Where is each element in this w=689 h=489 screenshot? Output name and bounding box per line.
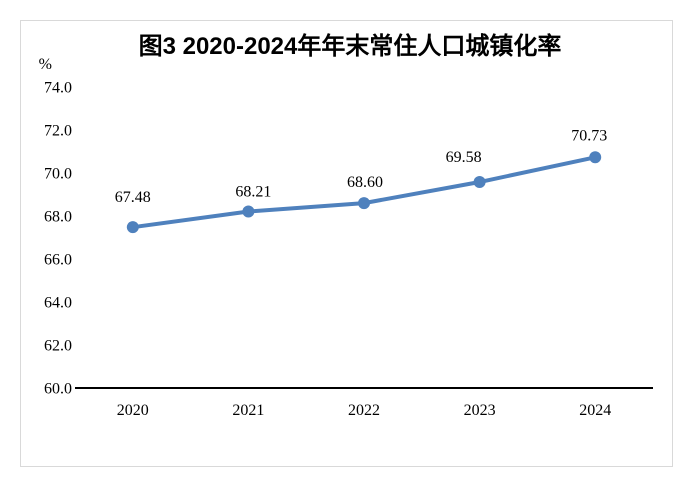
data-point-marker [126,221,139,234]
x-axis-tick-label: 2021 [232,402,264,419]
data-point-labels: 67.48 68.21 68.60 69.58 70.73 [115,127,607,206]
data-point-markers [126,151,602,234]
chart-frame-border [20,20,673,467]
y-axis-tick-label: 70.0 [44,166,72,183]
data-point-label: 67.48 [115,189,151,206]
data-series-line [130,155,598,230]
y-axis-tick-label: 60.0 [44,381,72,398]
x-axis-tick-label: 2023 [464,402,496,419]
y-axis-unit-label: % [39,56,52,73]
y-axis-tick-label: 62.0 [44,338,72,355]
y-axis-tick-label: 68.0 [44,209,72,226]
y-axis-tick-label: 72.0 [44,123,72,140]
data-point-marker [242,205,255,218]
data-point-label: 69.58 [446,149,482,166]
x-axis-tick-labels: 2020 2021 2022 2023 2024 [117,402,611,419]
y-axis-tick-labels: 74.0 72.0 70.0 68.0 66.0 64.0 62.0 60.0 [44,80,72,398]
x-axis-tick-label: 2024 [579,402,611,419]
data-point-label: 70.73 [571,127,607,144]
chart-title: 图3 2020-2024年年末常住人口城镇化率 [139,32,562,60]
y-axis-tick-label: 74.0 [44,80,72,97]
data-point-marker [589,151,602,164]
y-axis-tick-label: 64.0 [44,295,72,312]
x-axis-tick-label: 2020 [117,402,149,419]
data-point-marker [473,176,486,189]
x-axis-tick-label: 2022 [348,402,380,419]
data-point-label: 68.21 [235,183,271,200]
y-axis-tick-label: 66.0 [44,252,72,269]
data-point-label: 68.60 [347,174,383,191]
data-point-marker [358,197,370,210]
